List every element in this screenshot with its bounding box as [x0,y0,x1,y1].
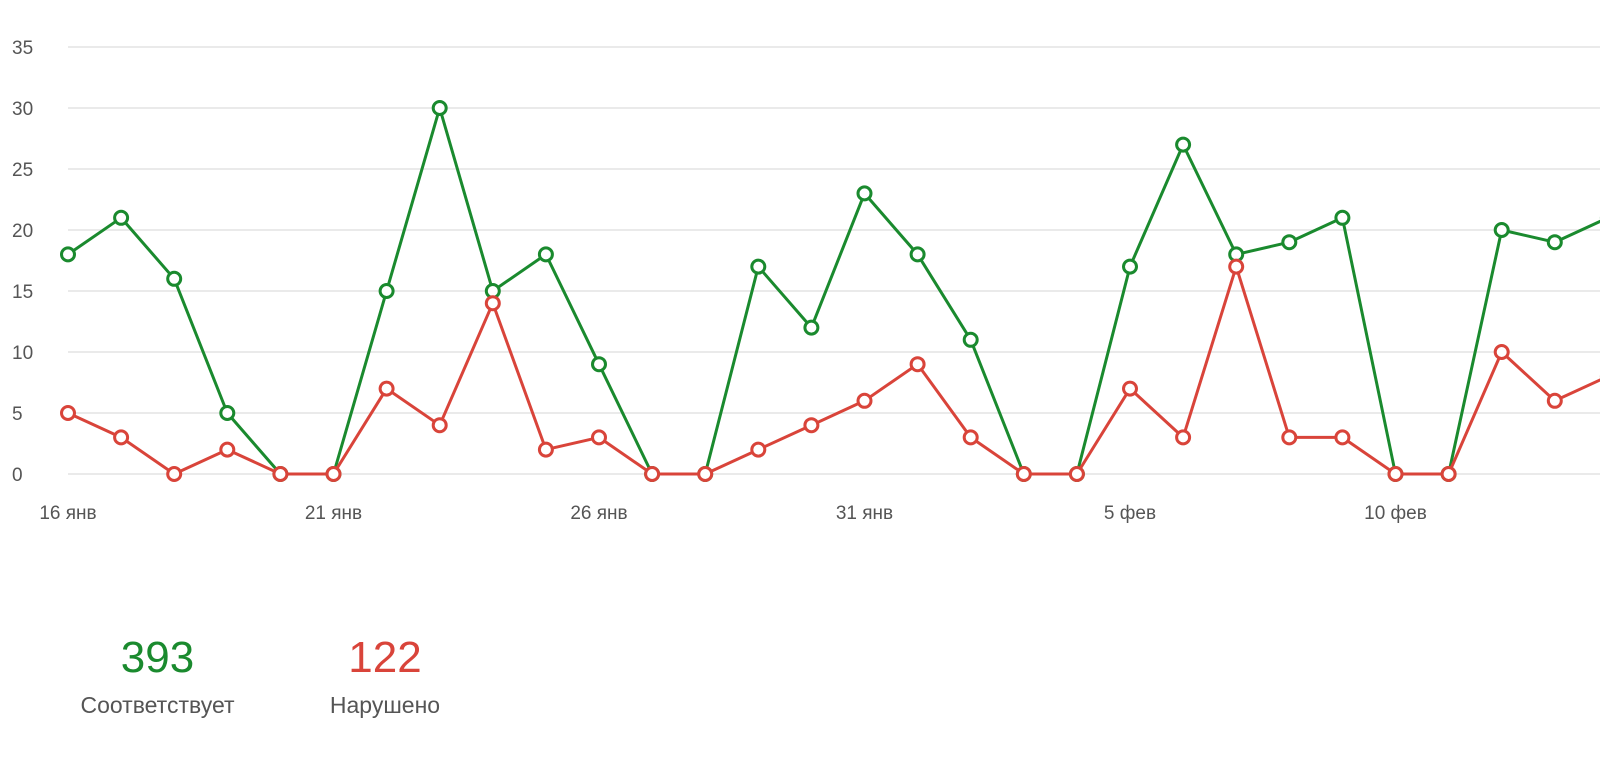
data-point[interactable] [60,405,76,421]
data-point[interactable] [803,417,820,434]
data-point[interactable] [1281,234,1298,251]
data-point[interactable] [1334,429,1351,446]
y-tick-label: 25 [12,160,33,181]
data-point[interactable] [1068,466,1085,482]
data-point[interactable] [962,429,979,446]
data-point[interactable] [1493,344,1510,360]
x-tick-label: 5 фев [1104,503,1156,524]
data-point[interactable] [325,466,342,482]
data-point[interactable] [750,441,767,458]
data-point[interactable] [856,392,873,409]
data-point[interactable] [166,466,183,482]
y-tick-label: 20 [12,221,33,242]
x-tick-label: 10 фев [1364,503,1427,524]
data-point[interactable] [962,331,979,348]
data-point[interactable] [697,466,714,482]
violated-label: Нарушено [329,692,441,718]
data-point[interactable] [1175,429,1192,446]
data-point[interactable] [1334,209,1351,226]
x-tick-label: 26 янв [570,503,627,524]
chart-svg: 0 5 10 15 20 25 30 35 16 янв 21 янв 26 янв 31 янв 5… [12,38,1600,524]
data-point[interactable] [1493,222,1510,238]
violated-count: 122 [348,633,422,682]
data-point[interactable] [537,441,554,458]
data-point[interactable] [1015,466,1032,482]
data-point[interactable] [591,429,607,446]
x-axis-ticks: 16 янв 21 янв 26 янв 31 янв 5 фев 10 фев [39,503,1427,524]
data-point[interactable] [272,466,289,482]
summary-compliant: 393 Соответствует [60,630,255,720]
data-point[interactable] [856,185,873,202]
data-point[interactable] [431,417,448,434]
data-point[interactable] [909,356,926,373]
data-point[interactable] [1281,429,1298,446]
series-layer [60,100,1600,482]
data-point[interactable] [1122,380,1138,397]
data-point[interactable] [1228,258,1245,275]
data-point[interactable] [644,466,661,482]
data-point[interactable] [378,283,395,299]
compliant-count: 393 [120,633,195,682]
data-point[interactable] [219,405,236,421]
x-tick-label: 21 янв [305,503,362,524]
data-point[interactable] [750,258,767,275]
y-axis-ticks: 0 5 10 15 20 25 30 35 [12,38,33,486]
y-tick-label: 10 [12,343,33,364]
data-point[interactable] [1387,466,1404,482]
line-chart: 0 5 10 15 20 25 30 35 16 янв 21 янв 26 янв 31 янв 5… [12,38,1600,524]
y-tick-label: 35 [12,38,33,59]
y-tick-label: 15 [12,282,33,303]
data-point[interactable] [113,429,130,446]
y-tick-label: 5 [12,404,23,425]
series-line [66,265,1600,476]
data-point[interactable] [803,319,820,336]
data-point[interactable] [219,441,236,458]
data-point[interactable] [378,380,395,397]
data-point[interactable] [591,356,607,373]
y-tick-label: 30 [12,99,33,120]
summary-violated: 122 Нарушено [300,630,470,720]
compliant-label: Соответствует [80,692,235,718]
data-point[interactable] [909,246,926,263]
x-tick-label: 31 янв [836,503,893,524]
data-point[interactable] [1122,258,1138,275]
data-point[interactable] [484,295,501,312]
data-point[interactable] [1175,136,1192,153]
x-tick-label: 16 янв [39,503,96,524]
data-point[interactable] [431,100,448,116]
y-tick-label: 0 [12,465,23,486]
grid-layer [68,46,1600,475]
data-point[interactable] [60,246,76,263]
data-point[interactable] [1546,392,1563,409]
data-point[interactable] [1546,234,1563,251]
data-point[interactable] [1440,466,1457,482]
series-violated [60,258,1600,482]
data-point[interactable] [537,246,554,263]
data-point[interactable] [113,209,130,226]
data-point[interactable] [166,270,183,287]
